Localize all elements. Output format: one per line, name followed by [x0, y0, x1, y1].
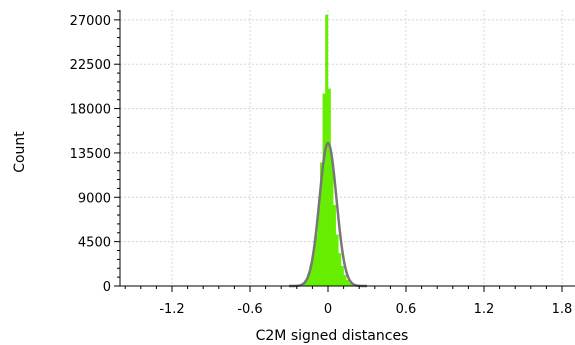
- grid: [120, 10, 575, 286]
- histogram-bar: [330, 157, 334, 287]
- histogram-bar: [335, 234, 339, 287]
- x-tick-label: 0: [324, 302, 332, 317]
- y-tick-labels: 0 4500 9000 13500 18000 22500 27000: [70, 14, 111, 295]
- fit-curve: [288, 141, 368, 288]
- x-axis-label: C2M signed distances: [256, 328, 409, 344]
- y-tick-label: 27000: [70, 14, 111, 29]
- x-tick-labels: -1.2 -0.6 0 0.6 1.2 1.8: [159, 302, 572, 317]
- axes: [114, 10, 575, 292]
- x-tick-label: 1.8: [552, 302, 573, 317]
- histogram-bar: [346, 279, 350, 287]
- histogram-bar: [333, 204, 337, 287]
- histogram-bar: [343, 274, 347, 287]
- y-tick-label: 22500: [70, 58, 111, 73]
- y-tick-label: 9000: [78, 191, 111, 206]
- x-tick-label: -0.6: [237, 302, 262, 317]
- histogram-bar: [327, 88, 331, 287]
- y-tick-label: 4500: [78, 236, 111, 251]
- histogram-bar: [322, 93, 326, 287]
- y-axis-label: Count: [12, 131, 28, 173]
- x-tick-label: 1.2: [474, 302, 495, 317]
- y-tick-label: 18000: [70, 103, 111, 118]
- fit-curve-layer: [288, 141, 368, 288]
- y-tick-label: 0: [103, 280, 111, 295]
- x-tick-label: -1.2: [159, 302, 184, 317]
- x-tick-label: 0.6: [396, 302, 417, 317]
- histogram-bar: [340, 266, 344, 287]
- histogram-bar: [338, 253, 342, 287]
- histogram-bars: [301, 14, 357, 287]
- y-tick-label: 13500: [70, 147, 111, 162]
